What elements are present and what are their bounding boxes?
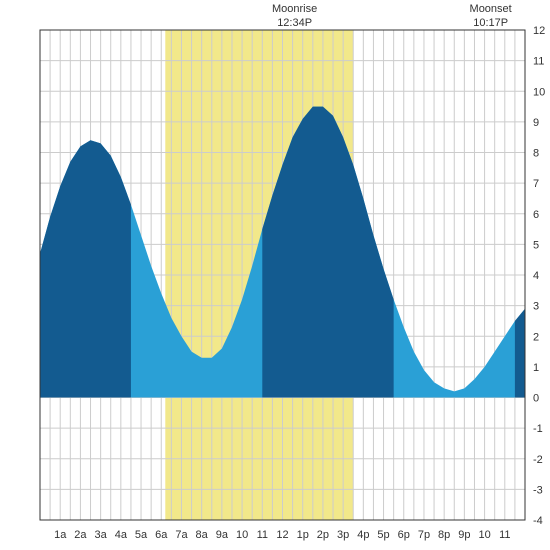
y-tick-label: 7	[533, 178, 539, 190]
x-tick-label: 1p	[297, 529, 309, 541]
x-tick-label: 10	[236, 529, 248, 541]
x-tick-label: 7p	[418, 529, 430, 541]
y-tick-label: 11	[533, 56, 544, 68]
y-tick-label: -1	[533, 423, 543, 435]
tide-area-dark	[515, 309, 525, 398]
y-tick-label: 5	[533, 239, 539, 251]
y-tick-label: -4	[533, 515, 543, 527]
x-tick-label: 9p	[458, 529, 470, 541]
x-tick-label: 11	[257, 529, 268, 541]
y-tick-label: 12	[533, 25, 545, 37]
x-tick-label: 2p	[317, 529, 329, 541]
x-tick-label: 9a	[216, 529, 229, 541]
x-tick-label: 2a	[74, 529, 87, 541]
x-tick-label: 7a	[175, 529, 188, 541]
annotation-time: 10:17P	[473, 17, 508, 29]
x-tick-label: 3p	[337, 529, 349, 541]
x-tick-label: 10	[478, 529, 490, 541]
x-tick-label: 4p	[357, 529, 369, 541]
y-tick-label: -3	[533, 484, 543, 496]
annotation-label: Moonrise	[272, 3, 317, 15]
y-tick-label: -2	[533, 454, 543, 466]
tide-chart: 1a2a3a4a5a6a7a8a9a1011121p2p3p4p5p6p7p8p…	[0, 0, 550, 550]
x-tick-label: 5a	[135, 529, 148, 541]
y-tick-label: 3	[533, 301, 539, 313]
x-tick-label: 1a	[54, 529, 67, 541]
annotation-label: Moonset	[470, 3, 512, 15]
x-tick-label: 6a	[155, 529, 168, 541]
annotation-time: 12:34P	[277, 17, 312, 29]
x-tick-label: 12	[276, 529, 288, 541]
y-tick-label: 9	[533, 117, 539, 129]
x-tick-label: 8a	[196, 529, 209, 541]
x-tick-label: 8p	[438, 529, 450, 541]
x-tick-label: 3a	[95, 529, 108, 541]
y-tick-label: 2	[533, 331, 539, 343]
x-tick-label: 6p	[398, 529, 410, 541]
y-tick-label: 1	[533, 362, 539, 374]
y-tick-label: 8	[533, 148, 539, 160]
x-tick-label: 5p	[377, 529, 389, 541]
y-tick-label: 4	[533, 270, 539, 282]
y-tick-label: 6	[533, 209, 539, 221]
y-tick-label: 10	[533, 86, 545, 98]
x-tick-label: 11	[499, 529, 510, 541]
x-tick-label: 4a	[115, 529, 128, 541]
y-tick-label: 0	[533, 393, 539, 405]
